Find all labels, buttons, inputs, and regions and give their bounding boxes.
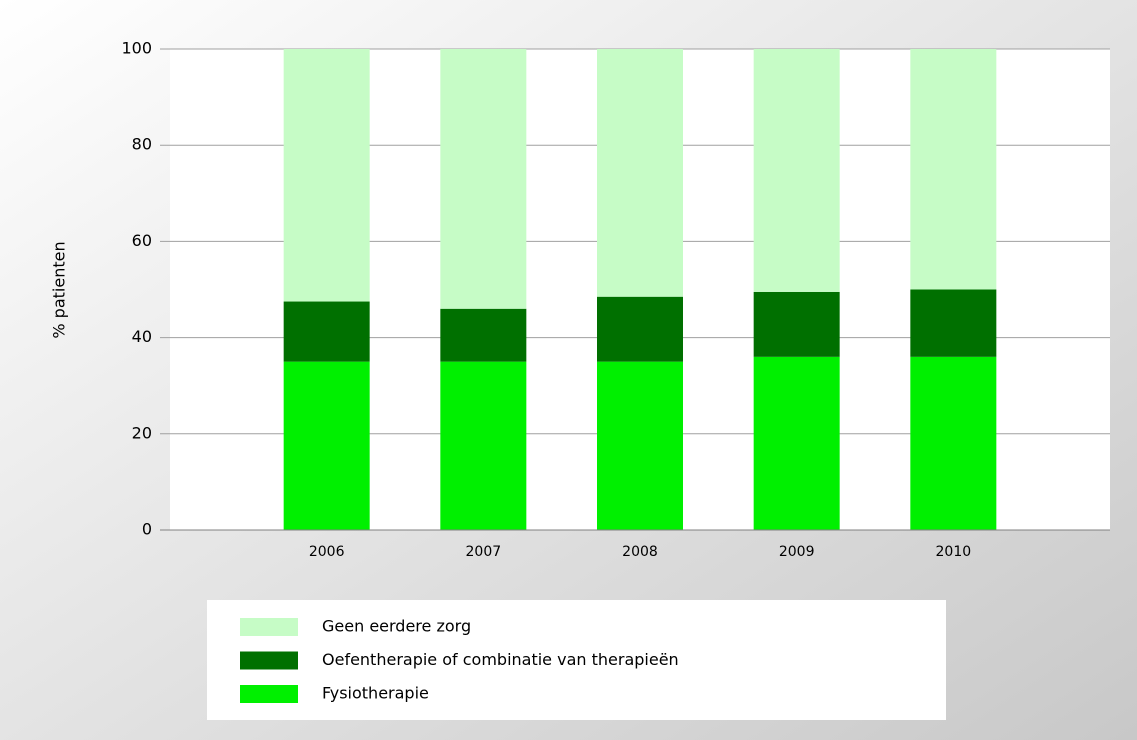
bar-segment — [753, 291, 840, 357]
bar-segment — [597, 361, 683, 530]
bar-segment — [440, 361, 527, 530]
bar-segment — [910, 356, 997, 530]
y-tick-label: 60 — [132, 231, 152, 250]
x-tick-label: 2010 — [936, 544, 972, 560]
y-tick-label: 80 — [132, 135, 152, 154]
bar-segment — [283, 49, 370, 302]
x-tick-label: 2008 — [622, 544, 658, 560]
bar-segment — [910, 49, 997, 290]
y-axis-label: % patienten — [50, 241, 69, 338]
legend-swatch — [240, 618, 298, 636]
legend-label: Fysiotherapie — [322, 684, 429, 703]
legend-label: Geen eerdere zorg — [322, 617, 471, 636]
legend-swatch — [240, 685, 298, 703]
bar-segment — [753, 49, 840, 292]
y-tick-label: 100 — [121, 39, 152, 58]
bar-segment — [753, 356, 840, 530]
bar-segment — [440, 49, 527, 309]
y-tick-label: 0 — [142, 520, 152, 539]
bar-segment — [283, 361, 370, 530]
y-tick-label: 20 — [132, 423, 152, 442]
x-tick-label: 2009 — [779, 544, 815, 560]
bar-segment — [597, 296, 683, 362]
x-tick-label: 2006 — [309, 544, 345, 560]
legend-swatch — [240, 651, 298, 670]
legend — [207, 600, 946, 720]
bar-segment — [283, 301, 370, 362]
bar-segment — [440, 308, 527, 362]
x-tick-label: 2007 — [466, 544, 502, 560]
bar-segment — [597, 49, 683, 297]
y-tick-label: 40 — [132, 327, 152, 346]
bar-segment — [910, 289, 997, 357]
legend-label: Oefentherapie of combinatie van therapie… — [322, 650, 679, 669]
